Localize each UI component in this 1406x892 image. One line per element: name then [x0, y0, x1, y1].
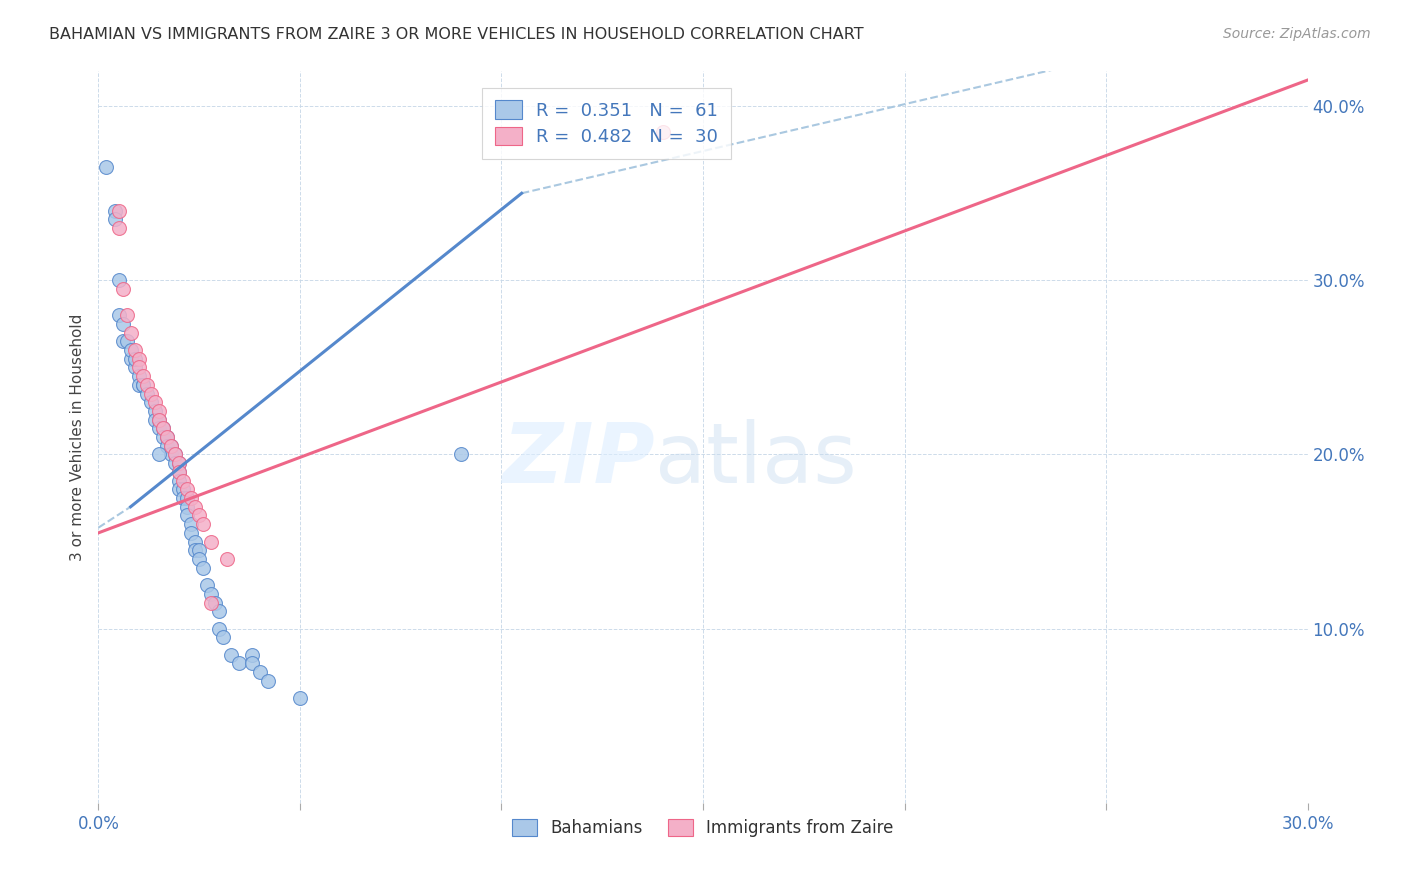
Point [120, 326, 142, 340]
Point [167, 465, 190, 479]
Point [111, 282, 134, 296]
Point [124, 343, 146, 357]
Point [172, 491, 194, 505]
Point [172, 474, 194, 488]
Point [200, 534, 222, 549]
Text: ZIP: ZIP [502, 418, 655, 500]
Point [228, 657, 250, 671]
Point [288, 691, 311, 706]
Point [135, 386, 157, 401]
Point [167, 483, 190, 497]
Point [160, 439, 183, 453]
Point [115, 334, 138, 349]
Point [176, 508, 198, 523]
Point [217, 552, 239, 566]
Point [184, 543, 207, 558]
Point [111, 334, 134, 349]
Point [156, 439, 179, 453]
Point [128, 360, 150, 375]
Point [135, 377, 157, 392]
Text: Source: ZipAtlas.com: Source: ZipAtlas.com [1223, 27, 1371, 41]
Point [167, 456, 190, 470]
Point [120, 343, 142, 357]
Point [96, 160, 118, 174]
Point [156, 430, 179, 444]
Point [152, 430, 174, 444]
Point [148, 412, 170, 426]
Point [195, 578, 218, 592]
Point [249, 665, 271, 680]
Point [172, 483, 194, 497]
Point [200, 595, 222, 609]
Point [143, 395, 166, 409]
Point [107, 203, 129, 218]
Point [128, 377, 150, 392]
Point [148, 448, 170, 462]
Text: BAHAMIAN VS IMMIGRANTS FROM ZAIRE 3 OR MORE VEHICLES IN HOUSEHOLD CORRELATION CH: BAHAMIAN VS IMMIGRANTS FROM ZAIRE 3 OR M… [49, 27, 863, 42]
Point [180, 517, 202, 532]
Point [160, 439, 183, 453]
Point [160, 448, 183, 462]
Point [204, 595, 226, 609]
Point [176, 500, 198, 514]
Point [208, 622, 231, 636]
Point [188, 543, 211, 558]
Text: atlas: atlas [655, 418, 856, 500]
Point [115, 308, 138, 322]
Point [163, 448, 186, 462]
Point [193, 560, 215, 574]
Point [132, 377, 155, 392]
Point [132, 369, 155, 384]
Point [180, 525, 202, 540]
Point [450, 448, 472, 462]
Point [139, 395, 162, 409]
Point [148, 421, 170, 435]
Point [167, 465, 190, 479]
Point [188, 552, 211, 566]
Point [240, 648, 263, 662]
Point [143, 412, 166, 426]
Point [128, 351, 150, 366]
Point [200, 587, 222, 601]
Point [128, 369, 150, 384]
Point [143, 404, 166, 418]
Point [176, 483, 198, 497]
Point [148, 412, 170, 426]
Point [167, 474, 190, 488]
Point [256, 673, 278, 688]
Point [184, 534, 207, 549]
Point [111, 317, 134, 331]
Point [107, 308, 129, 322]
Point [212, 631, 235, 645]
Point [139, 386, 162, 401]
Point [180, 491, 202, 505]
Point [124, 351, 146, 366]
Point [152, 421, 174, 435]
Point [156, 430, 179, 444]
Point [132, 377, 155, 392]
Point [120, 351, 142, 366]
Point [184, 500, 207, 514]
Point [176, 491, 198, 505]
Point [240, 657, 263, 671]
Point [163, 448, 186, 462]
Point [208, 604, 231, 618]
Point [193, 517, 215, 532]
Y-axis label: 3 or more Vehicles in Household: 3 or more Vehicles in Household [70, 313, 86, 561]
Point [124, 360, 146, 375]
Point [651, 125, 673, 139]
Point [167, 456, 190, 470]
Point [221, 648, 243, 662]
Point [107, 273, 129, 287]
Legend: Bahamians, Immigrants from Zaire: Bahamians, Immigrants from Zaire [503, 811, 903, 846]
Point [107, 221, 129, 235]
Point [188, 508, 211, 523]
Point [152, 421, 174, 435]
Point [148, 404, 170, 418]
Point [103, 203, 125, 218]
Point [103, 212, 125, 227]
Point [163, 456, 186, 470]
